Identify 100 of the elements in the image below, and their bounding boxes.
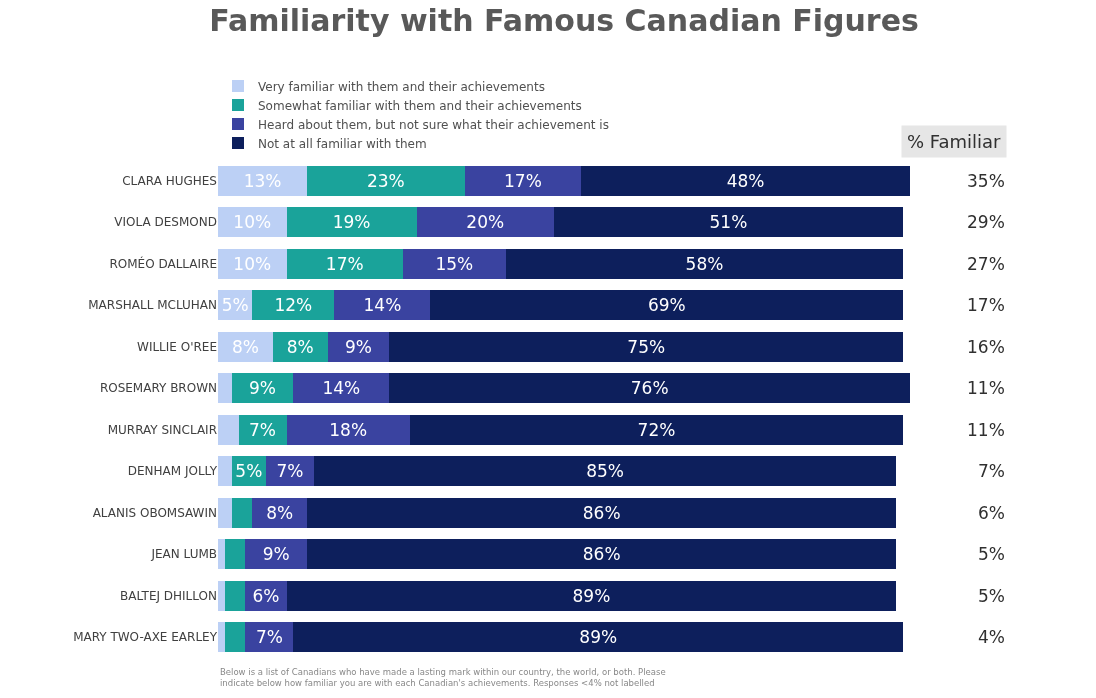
bar [307, 497, 897, 528]
data-label: 7% [249, 419, 277, 440]
data-label: 12% [274, 295, 313, 316]
data-label: 85% [586, 461, 625, 482]
bar [218, 165, 308, 196]
text: 4% [978, 627, 1005, 647]
text: 5% [978, 544, 1005, 564]
data-label: 89% [579, 627, 618, 648]
data-label: 8% [266, 502, 294, 523]
bar [402, 248, 506, 279]
legend-label: Somewhat familiar with them and their achievements [258, 98, 582, 113]
bar [224, 539, 246, 570]
bar [416, 207, 554, 238]
bar [218, 580, 225, 611]
bar [224, 622, 246, 653]
data-label: 6% [252, 585, 280, 606]
data-label: 9% [249, 378, 277, 399]
data-label: 8% [286, 336, 314, 357]
data-label: 48% [726, 170, 765, 191]
y-tick-label: ROMÉO DALLAIRE [109, 255, 217, 271]
text: 11% [967, 420, 1005, 440]
bar [231, 497, 253, 528]
data-label: 51% [709, 212, 748, 233]
text: % Familiar [907, 131, 1002, 152]
data-label: 86% [582, 502, 621, 523]
data-label: 5% [235, 461, 263, 482]
legend-label: Heard about them, but not sure what their achievement is [258, 117, 609, 132]
text: Below is a list of Canadians who have made a lasting mark within our country, the world, or both. Please indicate below how familiar you are with each Canadian's achievements. Responses <4% not labelled [220, 667, 666, 689]
bar [581, 165, 910, 196]
text: 7% [978, 461, 1005, 481]
y-tick-label: VIOLA DESMOND [114, 215, 217, 230]
data-label: 8% [231, 336, 259, 357]
text: 29% [967, 212, 1005, 232]
bar [464, 165, 582, 196]
bar [307, 165, 465, 196]
data-label: 20% [466, 212, 505, 233]
y-tick-label: DENHAM JOLLY [127, 464, 218, 479]
bar [286, 207, 417, 238]
data-label: 13% [243, 170, 282, 191]
bar [218, 539, 225, 570]
bar [218, 622, 225, 653]
text: 35% [967, 171, 1005, 191]
bar [218, 207, 287, 238]
data-label: 18% [329, 419, 368, 440]
legend-label: Not at all familiar with them [258, 136, 427, 151]
y-tick-label: JEAN LUMB [150, 547, 217, 562]
data-label: 76% [630, 378, 669, 399]
bar [307, 539, 897, 570]
text: 17% [967, 295, 1005, 315]
data-label: 9% [344, 336, 372, 357]
y-tick-label: CLARA HUGHES [122, 173, 217, 188]
data-label: 86% [582, 544, 621, 565]
y-tick-label: WILLIE O'REE [137, 339, 217, 354]
chart-title: Familiarity with Famous Canadian Figures [209, 3, 919, 39]
data-label: 15% [435, 253, 474, 274]
y-tick-label: ALANIS OBOMSAWIN [92, 505, 217, 520]
bar [334, 290, 431, 321]
data-label: 89% [572, 585, 611, 606]
data-label: 10% [233, 212, 272, 233]
bar [218, 497, 232, 528]
y-tick-label: MARSHALL MCLUHAN [88, 298, 217, 313]
bar [293, 373, 390, 404]
legend-label: Very familiar with them and their achievements [258, 79, 545, 94]
y-tick-label: ROSEMARY BROWN [99, 381, 217, 396]
data-label: 7% [276, 461, 304, 482]
data-label: 23% [366, 170, 405, 191]
data-label: 75% [627, 336, 666, 357]
data-label: 14% [363, 295, 402, 316]
bar [293, 622, 904, 653]
bar [553, 207, 904, 238]
bar [313, 456, 897, 487]
data-label: 58% [685, 253, 724, 274]
bar [286, 580, 897, 611]
bar [286, 248, 403, 279]
text: 11% [967, 378, 1005, 398]
bar [245, 539, 308, 570]
data-label: 17% [325, 253, 364, 274]
data-label: 19% [332, 212, 371, 233]
bar [505, 248, 904, 279]
y-tick-label: MURRAY SINCLAIR [107, 422, 217, 437]
data-label: 72% [637, 419, 676, 440]
bar [252, 290, 335, 321]
data-label: 9% [262, 544, 290, 565]
bar [430, 290, 904, 321]
bar [218, 373, 232, 404]
data-label: 10% [233, 253, 272, 274]
data-label: 17% [503, 170, 542, 191]
data-label: 69% [647, 295, 686, 316]
bar [389, 373, 910, 404]
bar [389, 331, 904, 362]
bar [218, 248, 287, 279]
bar [286, 414, 410, 445]
data-label: 7% [255, 627, 283, 648]
bar [218, 456, 232, 487]
y-tick-label: BALTEJ DHILLON [120, 588, 217, 603]
bar [409, 414, 904, 445]
data-label: 5% [221, 295, 249, 316]
text: 5% [978, 586, 1005, 606]
text: 6% [978, 503, 1005, 523]
bar [218, 414, 239, 445]
